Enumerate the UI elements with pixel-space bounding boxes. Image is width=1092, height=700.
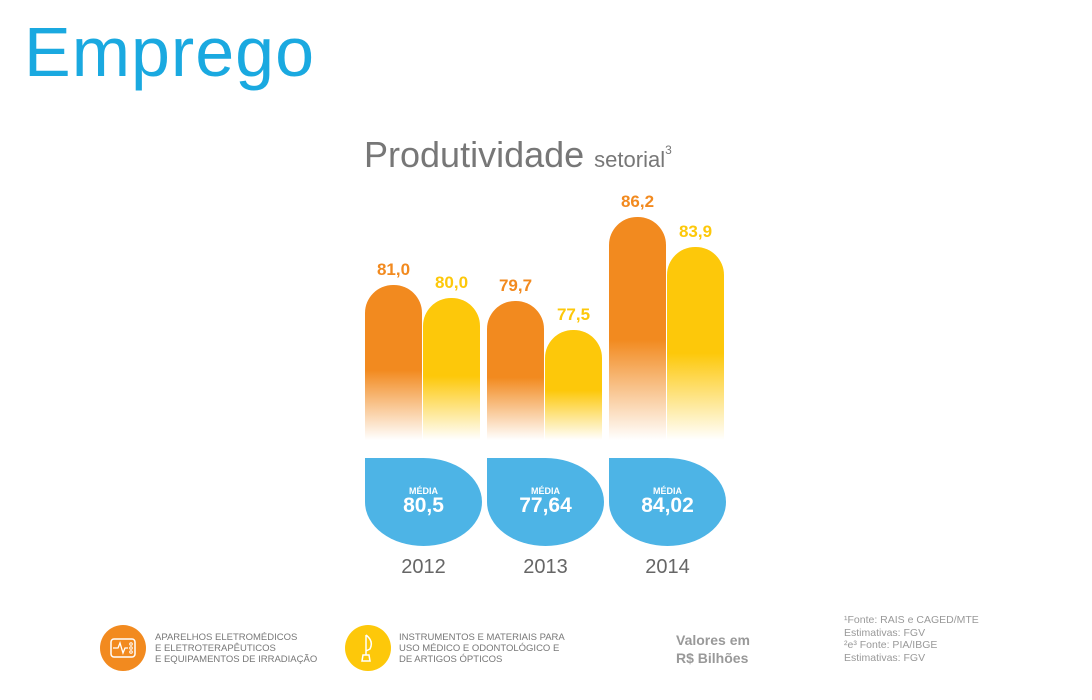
legend-line: DE ARTIGOS ÓPTICOS [399,654,503,665]
subtitle-small: setorial [594,147,666,172]
data-label: 80,0 [434,272,469,292]
instrument-icon [345,625,391,671]
data-label: 83,9 [678,221,713,241]
subtitle-main: Produtividade [364,134,585,175]
bar-2012-orange [365,284,422,440]
data-label: 86,2 [620,191,655,211]
legend-line: E ELETROTERAPÊUTICOS [155,643,276,654]
page-title: Emprego [24,13,316,91]
average-label: MÉDIA [653,486,682,496]
legend-line: INSTRUMENTOS E MATERIAIS PARA [399,632,565,643]
units-line: R$ Bilhões [676,650,749,666]
average-badge: MÉDIA 84,02 [609,458,726,546]
average-value: 84,02 [641,494,694,517]
legend-yellow: INSTRUMENTOS E MATERIAIS PARA USO MÉDICO … [399,632,565,665]
bar-2013-orange [487,301,544,440]
bar-2014-orange [609,216,666,440]
source-line: Estimativas: FGV [844,651,926,664]
average-badge: MÉDIA 80,5 [365,458,482,546]
chart-title: Produtividade setorial3 [364,134,672,176]
data-label: 77,5 [556,305,591,324]
year-label: 2014 [645,556,690,578]
average-value: 77,64 [519,494,572,517]
average-label: MÉDIA [531,486,560,496]
legend-line: E EQUIPAMENTOS DE IRRADIAÇÃO [155,654,318,665]
bar-2013-yellow [545,330,602,440]
year-label: 2013 [523,556,568,578]
footnote-mark: 3 [665,143,672,157]
bar-2014-yellow [667,246,724,440]
legend-orange: APARELHOS ELETROMÉDICOS E ELETROTERAPÊUTI… [155,632,317,665]
monitor-pulse-icon [100,625,146,671]
sources: ¹Fonte: RAIS e CAGED/MTE Estimativas: FGV… [844,614,979,664]
source-line: ¹Fonte: RAIS e CAGED/MTE [844,614,979,626]
average-badge: MÉDIA 77,64 [487,458,604,546]
source-line: Estimativas: FGV [844,626,926,639]
bar-2012-yellow [423,297,480,440]
average-label: MÉDIA [409,486,438,496]
legend-line: USO MÉDICO E ODONTOLÓGICO E [399,643,560,654]
data-label: 81,0 [376,259,411,279]
data-label: 79,7 [498,276,533,296]
units-line: Valores em [676,632,750,648]
source-line: ²e³ Fonte: PIA/IBGE [844,639,938,651]
units-note: Valores em R$ Bilhões [676,631,750,667]
year-label: 2012 [401,556,446,578]
legend-line: APARELHOS ELETROMÉDICOS [155,632,298,643]
average-value: 80,5 [403,494,444,517]
